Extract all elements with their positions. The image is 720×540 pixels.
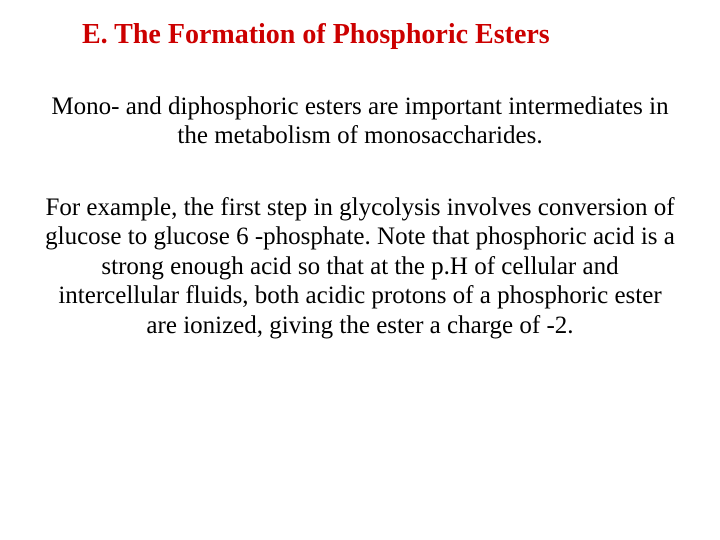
slide: E. The Formation of Phosphoric Esters Mo…: [0, 0, 720, 540]
paragraph-gap: [24, 151, 696, 193]
slide-title: E. The Formation of Phosphoric Esters: [82, 18, 696, 52]
paragraph-2: For example, the first step in glycolysi…: [40, 193, 680, 341]
paragraph-1: Mono- and diphosphoric esters are import…: [40, 92, 680, 151]
